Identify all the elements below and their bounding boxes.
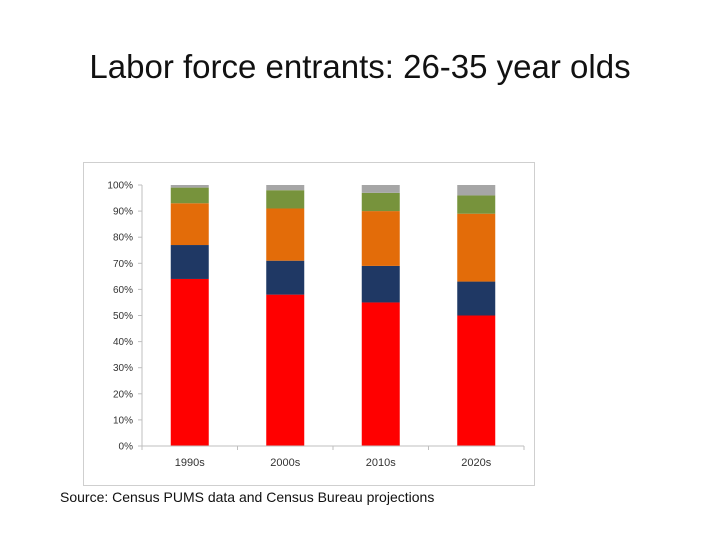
bar-segment-asians [266,190,305,209]
bar-segment-hispanics [361,211,400,266]
slide-title: Labor force entrants: 26-35 year olds [89,48,631,85]
bar-segment-blacks [266,260,305,295]
x-tick-label: 2000s [270,457,300,469]
bar-segment-asians [170,187,209,204]
bar-segment-hispanics [170,203,209,246]
bar-segment-hispanics [266,208,305,261]
y-tick-label: 20% [113,389,133,400]
bar-segment-blacks [170,245,209,279]
bar-segment-hispanics [457,213,496,282]
y-tick-label: 10% [113,415,133,426]
y-tick-label: 80% [113,233,133,244]
x-tick-label: 2010s [366,457,396,469]
bar-segment-others [266,185,305,191]
bar-segment-asians [457,195,496,214]
y-tick-label: 30% [113,363,133,374]
bars [170,185,496,446]
bar-segment-blacks [457,281,496,316]
bar-segment-others [457,185,496,196]
chart-frame: 0% 10% 20% 30% 40% 50% 60% 70% 80% 90% 100% 1990s 2… [83,162,535,486]
bar-segment-others [361,185,400,193]
y-tick-label: 60% [113,285,133,296]
y-tick-label: 70% [113,259,133,270]
bar-segment-whites [361,302,400,446]
bar-segment-asians [361,192,400,212]
bar-segment-others [170,185,209,188]
x-tick-label: 2020s [461,457,491,469]
y-tick-label: 50% [113,311,133,322]
y-tick-label: 40% [113,337,133,348]
y-tick-label: 0% [119,442,134,453]
stacked-bar-chart: 0% 10% 20% 30% 40% 50% 60% 70% 80% 90% 100% 1990s 2… [107,181,525,469]
bar-segment-whites [266,294,305,446]
bar-segment-whites [170,278,209,446]
x-axis: 1990s 2000s 2010s 2020s [141,445,525,469]
bar-segment-whites [457,315,496,446]
bar-segment-blacks [361,265,400,303]
source-note: Source: Census PUMS data and Census Bure… [60,489,435,505]
y-tick-label: 90% [113,207,133,218]
x-tick-label: 1990s [175,457,205,469]
y-tick-label: 100% [107,181,133,192]
y-axis: 0% 10% 20% 30% 40% 50% 60% 70% 80% 90% 100% [107,181,143,453]
